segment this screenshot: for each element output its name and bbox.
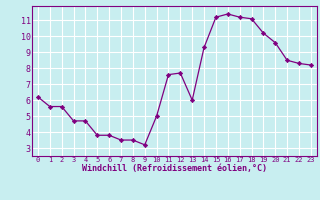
X-axis label: Windchill (Refroidissement éolien,°C): Windchill (Refroidissement éolien,°C) bbox=[82, 164, 267, 173]
